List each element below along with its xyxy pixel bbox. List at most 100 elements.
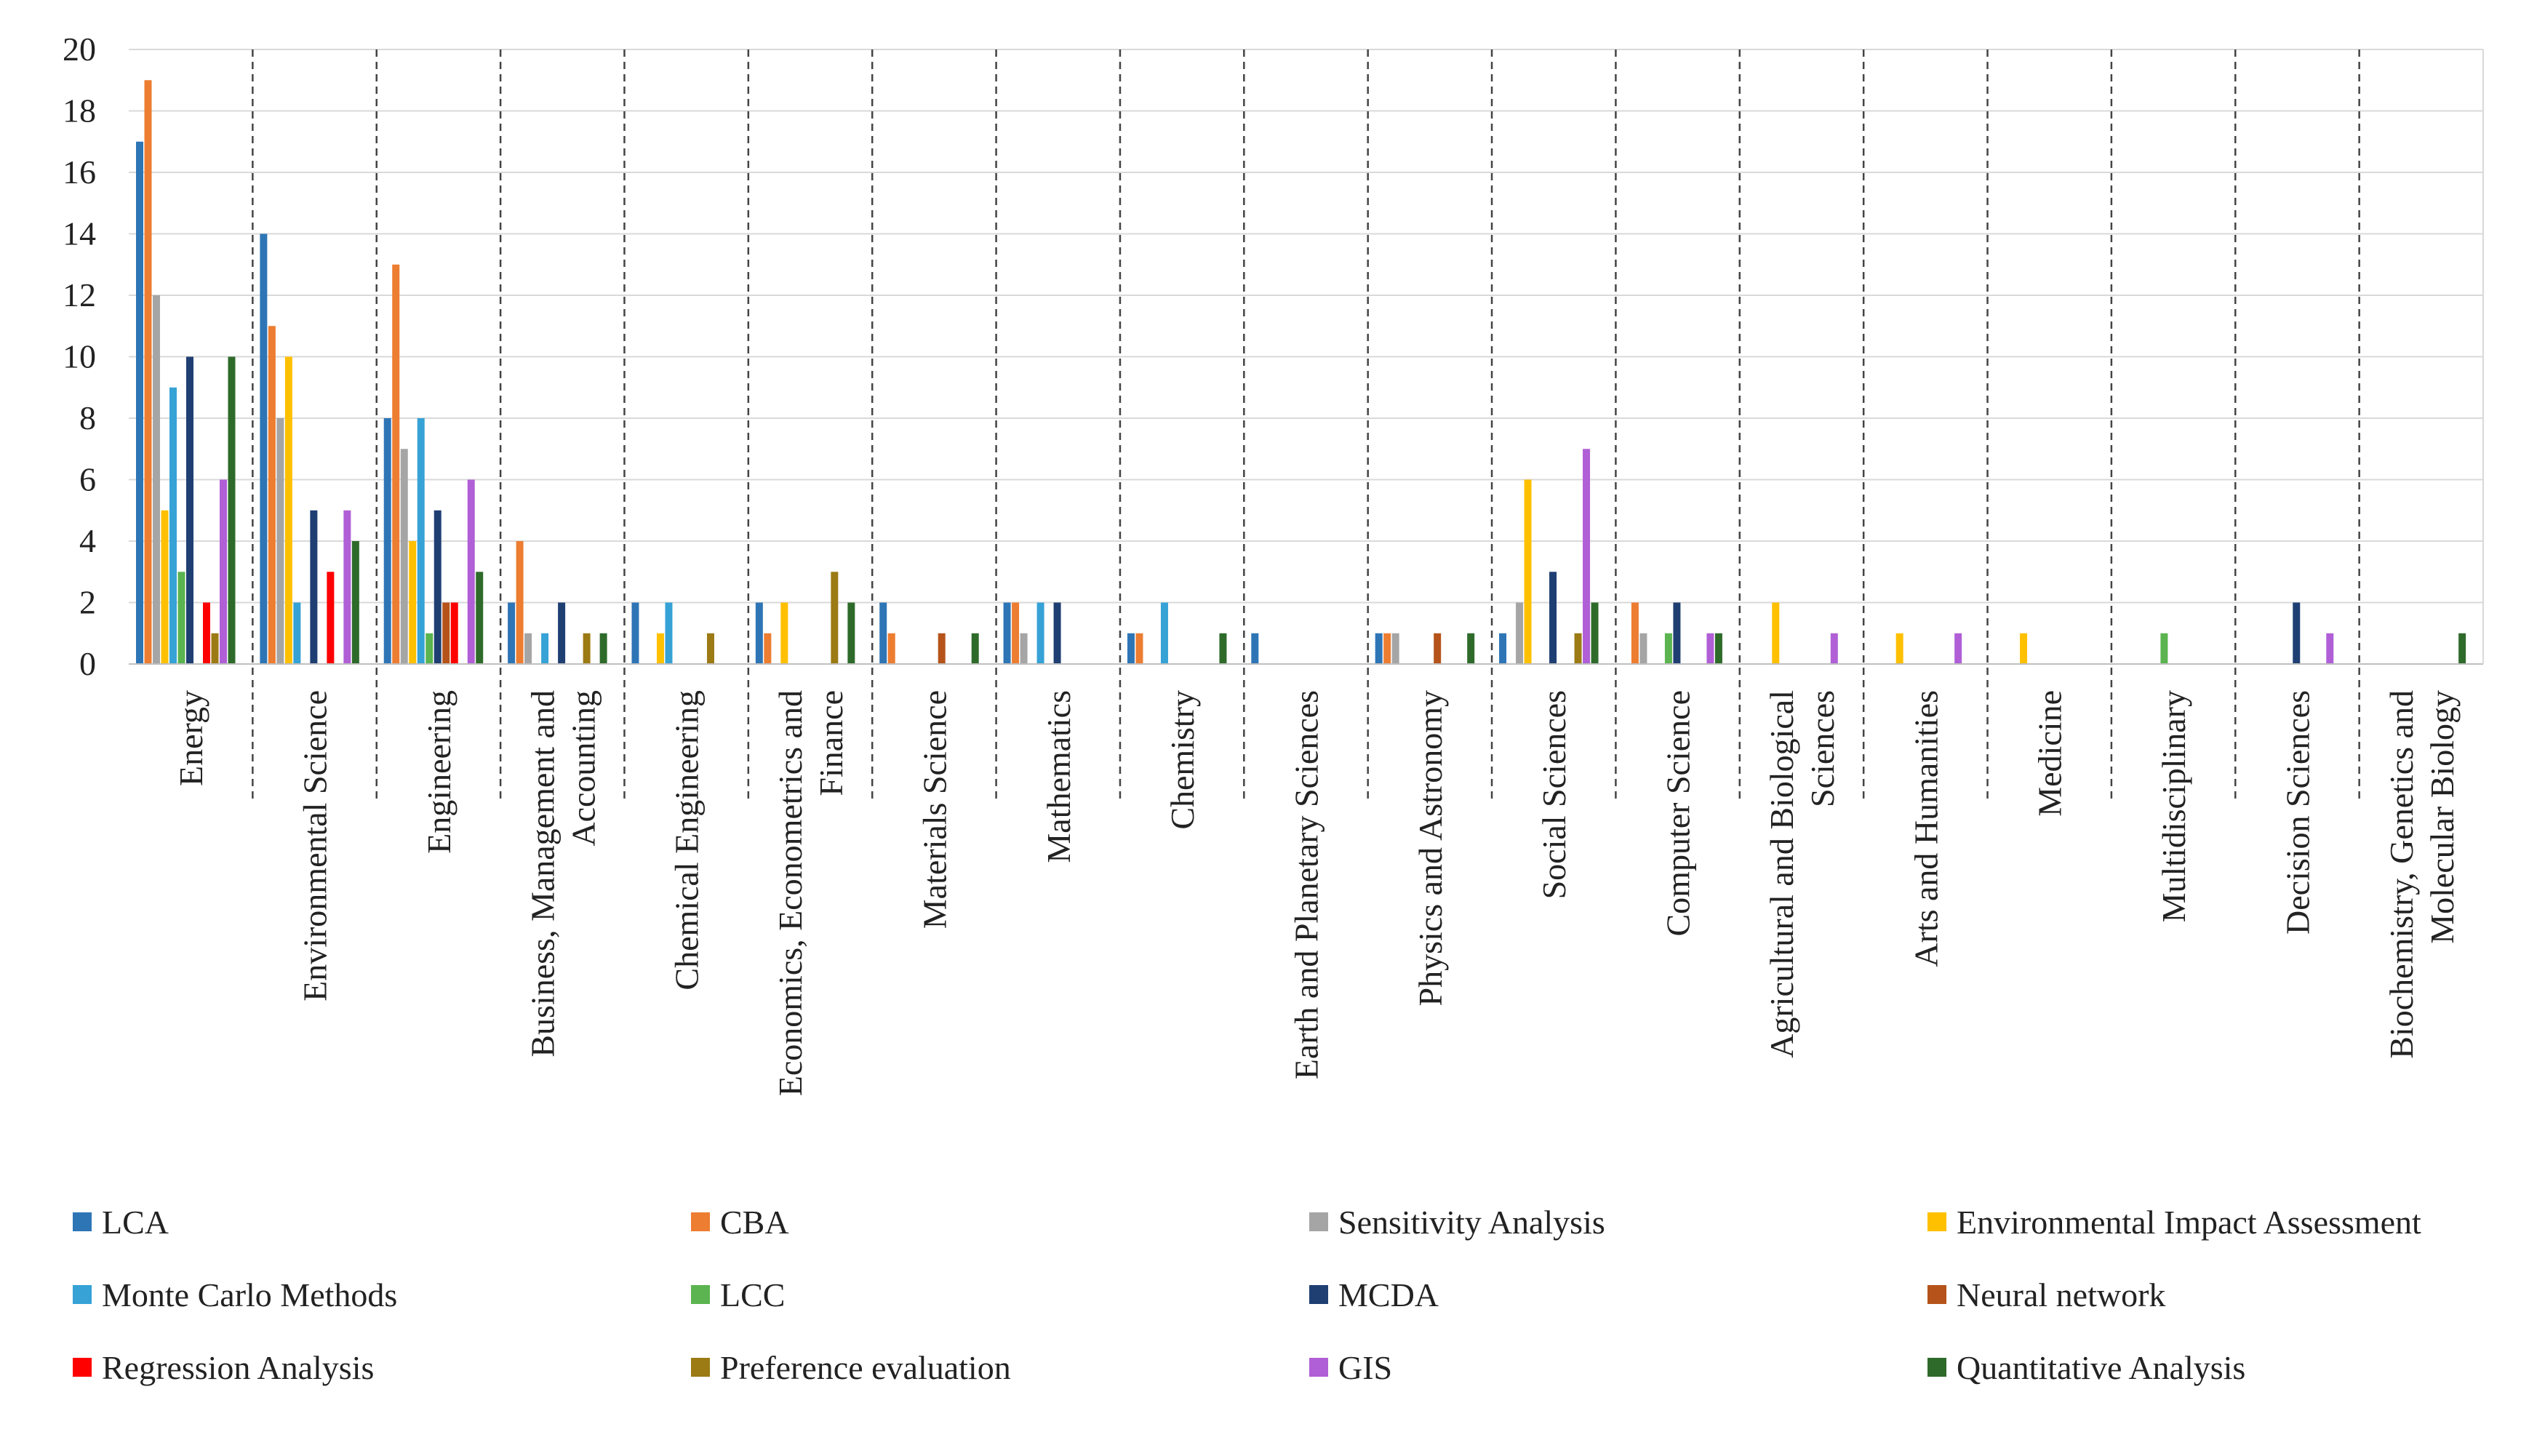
- x-tick-label: Decision Sciences: [2279, 690, 2316, 935]
- bar: [1053, 602, 1061, 664]
- bar: [1251, 633, 1259, 664]
- legend-item: Neural network: [1927, 1273, 2165, 1316]
- bar: [417, 418, 425, 664]
- legend-label: GIS: [1338, 1348, 1393, 1386]
- x-tick-label-line: Social Sciences: [1535, 690, 1573, 899]
- x-tick-label: Engineering: [420, 690, 458, 854]
- y-tick-labels: 0 2 4 6 8 10 12 14 16 18 20: [63, 31, 96, 682]
- x-tick-label: Multidisciplinary: [2155, 690, 2192, 922]
- x-tick-labels: Energy Environmental Science Engineering Bu…: [172, 690, 2461, 1096]
- bar: [780, 602, 788, 664]
- bar: [153, 295, 160, 664]
- bar: [351, 541, 359, 664]
- legend-item: Environmental Impact Assessment: [1927, 1200, 2421, 1244]
- x-tick-label-line: Engineering: [420, 690, 458, 854]
- bar: [665, 602, 673, 664]
- bar: [1516, 602, 1524, 664]
- bar: [706, 633, 714, 664]
- legend-label: Monte Carlo Methods: [102, 1276, 398, 1313]
- bar: [524, 633, 532, 664]
- legend-swatch: [1309, 1285, 1328, 1304]
- x-tick-label: Medicine: [2031, 690, 2069, 817]
- legend-item: Regression Analysis: [73, 1345, 374, 1389]
- legend-label: Sensitivity Analysis: [1338, 1203, 1605, 1241]
- bar: [1574, 633, 1582, 664]
- bar: [476, 572, 484, 664]
- bar: [467, 479, 475, 664]
- legend: LCA CBA Sensitivity Analysis Environmental …: [73, 1200, 2531, 1433]
- x-tick-label-line: Computer Science: [1660, 690, 1697, 937]
- bar: [656, 633, 664, 664]
- bar: [1664, 633, 1672, 664]
- y-tick-label: 16: [63, 153, 96, 191]
- x-tick-label-line: Biochemistry, Genetics and: [2383, 690, 2420, 1059]
- bar: [260, 233, 268, 664]
- x-tick-label: Environmental Science: [297, 690, 334, 1001]
- bar: [1127, 633, 1135, 664]
- x-tick-label: Physics and Astronomy: [1412, 690, 1449, 1006]
- x-tick-label-line: Environmental Science: [297, 690, 334, 1001]
- y-tick-label: 0: [79, 645, 96, 682]
- bar: [583, 633, 591, 664]
- x-tick-label-line: Materials Science: [916, 690, 953, 929]
- bar: [1383, 633, 1391, 664]
- bar: [1591, 602, 1599, 664]
- y-tick-label: 14: [63, 215, 96, 252]
- legend-item: LCA: [73, 1200, 169, 1244]
- bar: [1135, 633, 1143, 664]
- bar: [434, 510, 442, 664]
- bar: [228, 356, 236, 664]
- legend-swatch: [73, 1285, 92, 1304]
- legend-swatch: [691, 1285, 710, 1304]
- x-tick-label: Energy: [172, 690, 209, 786]
- bar: [1003, 602, 1011, 664]
- bar: [327, 572, 335, 664]
- bar: [1160, 602, 1168, 664]
- legend-label: MCDA: [1338, 1276, 1439, 1313]
- bar: [2160, 633, 2168, 664]
- bar: [1631, 602, 1639, 664]
- x-tick-label-line: Energy: [172, 690, 209, 786]
- bar: [1036, 602, 1044, 664]
- bar: [169, 387, 177, 664]
- bar: [1375, 633, 1383, 664]
- legend-item: GIS: [1309, 1345, 1392, 1389]
- x-tick-label: Agricultural and Biological Sciences: [1763, 690, 1841, 1058]
- bar: [2020, 633, 2028, 664]
- bar: [1706, 633, 1714, 664]
- bar: [203, 602, 210, 664]
- legend-swatch: [73, 1212, 92, 1231]
- legend-label: CBA: [720, 1203, 789, 1241]
- y-tick-label: 6: [79, 461, 96, 498]
- legend-label: Neural network: [1957, 1276, 2166, 1313]
- bar: [136, 141, 143, 664]
- legend-label: Quantitative Analysis: [1957, 1348, 2246, 1386]
- x-tick-label: Social Sciences: [1535, 690, 1573, 899]
- bar: [1012, 602, 1020, 664]
- x-tick-label-line: Earth and Planetary Sciences: [1288, 690, 1325, 1079]
- x-tick-label-line: Multidisciplinary: [2155, 690, 2192, 922]
- y-tick-label: 20: [63, 31, 96, 68]
- bar: [1219, 633, 1227, 664]
- x-tick-label: Computer Science: [1660, 690, 1697, 937]
- legend-swatch: [73, 1358, 92, 1377]
- legend-swatch: [1309, 1212, 1328, 1231]
- bars: [136, 80, 2466, 664]
- axes: [129, 49, 2484, 665]
- bar: [1772, 602, 1780, 664]
- bar: [1549, 572, 1557, 664]
- bar: [220, 479, 227, 664]
- x-tick-label: Economics, Econometrics and Finance: [772, 690, 850, 1096]
- legend-label: Preference evaluation: [720, 1348, 1011, 1386]
- legend-item: Preference evaluation: [691, 1345, 1011, 1389]
- bar: [392, 264, 400, 664]
- x-tick-label-line: Medicine: [2031, 690, 2069, 817]
- legend-label: Regression Analysis: [102, 1348, 375, 1386]
- bar: [400, 449, 408, 664]
- bar: [211, 633, 219, 664]
- bar: [764, 633, 772, 664]
- y-tick-label: 12: [63, 276, 96, 313]
- bar: [284, 356, 292, 664]
- bar: [2326, 633, 2334, 664]
- x-tick-label-line: Chemical Engineering: [668, 690, 706, 991]
